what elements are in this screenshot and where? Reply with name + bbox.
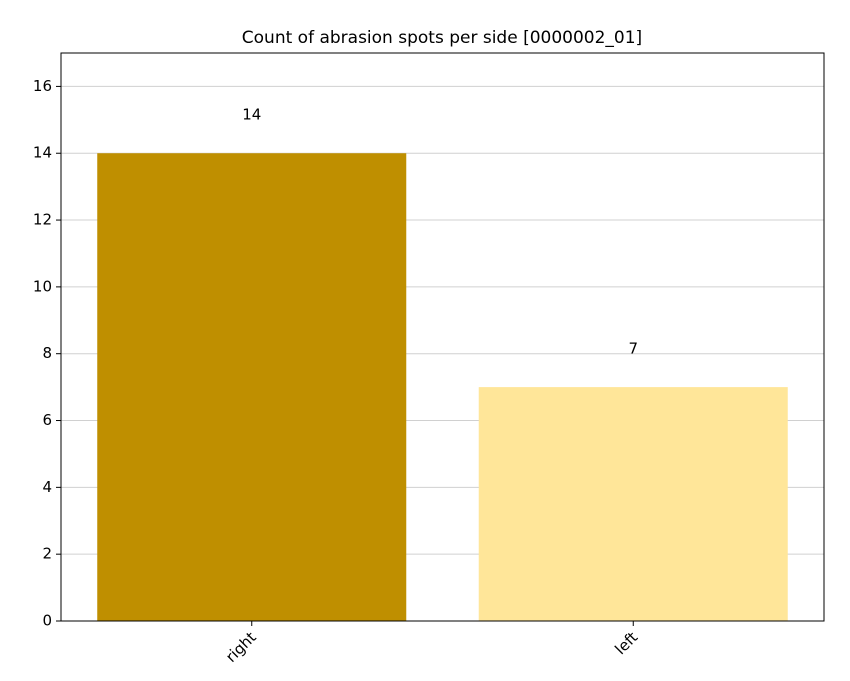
y-tick-label: 16 [33, 77, 52, 95]
data-label: 7 [628, 340, 638, 358]
data-label: 14 [242, 106, 261, 124]
y-tick-label: 8 [42, 344, 52, 362]
y-tick-label: 2 [42, 545, 52, 563]
chart-title: Count of abrasion spots per side [000000… [242, 28, 642, 48]
y-tick-label: 10 [33, 277, 52, 295]
y-tick-label: 6 [42, 411, 52, 429]
y-tick-label: 0 [42, 612, 52, 630]
plot-frame [60, 52, 825, 622]
bar [97, 153, 407, 621]
bar [478, 387, 788, 621]
y-tick-label: 14 [33, 144, 52, 162]
y-tick-label: 4 [42, 478, 52, 496]
y-tick-label: 12 [33, 211, 52, 229]
